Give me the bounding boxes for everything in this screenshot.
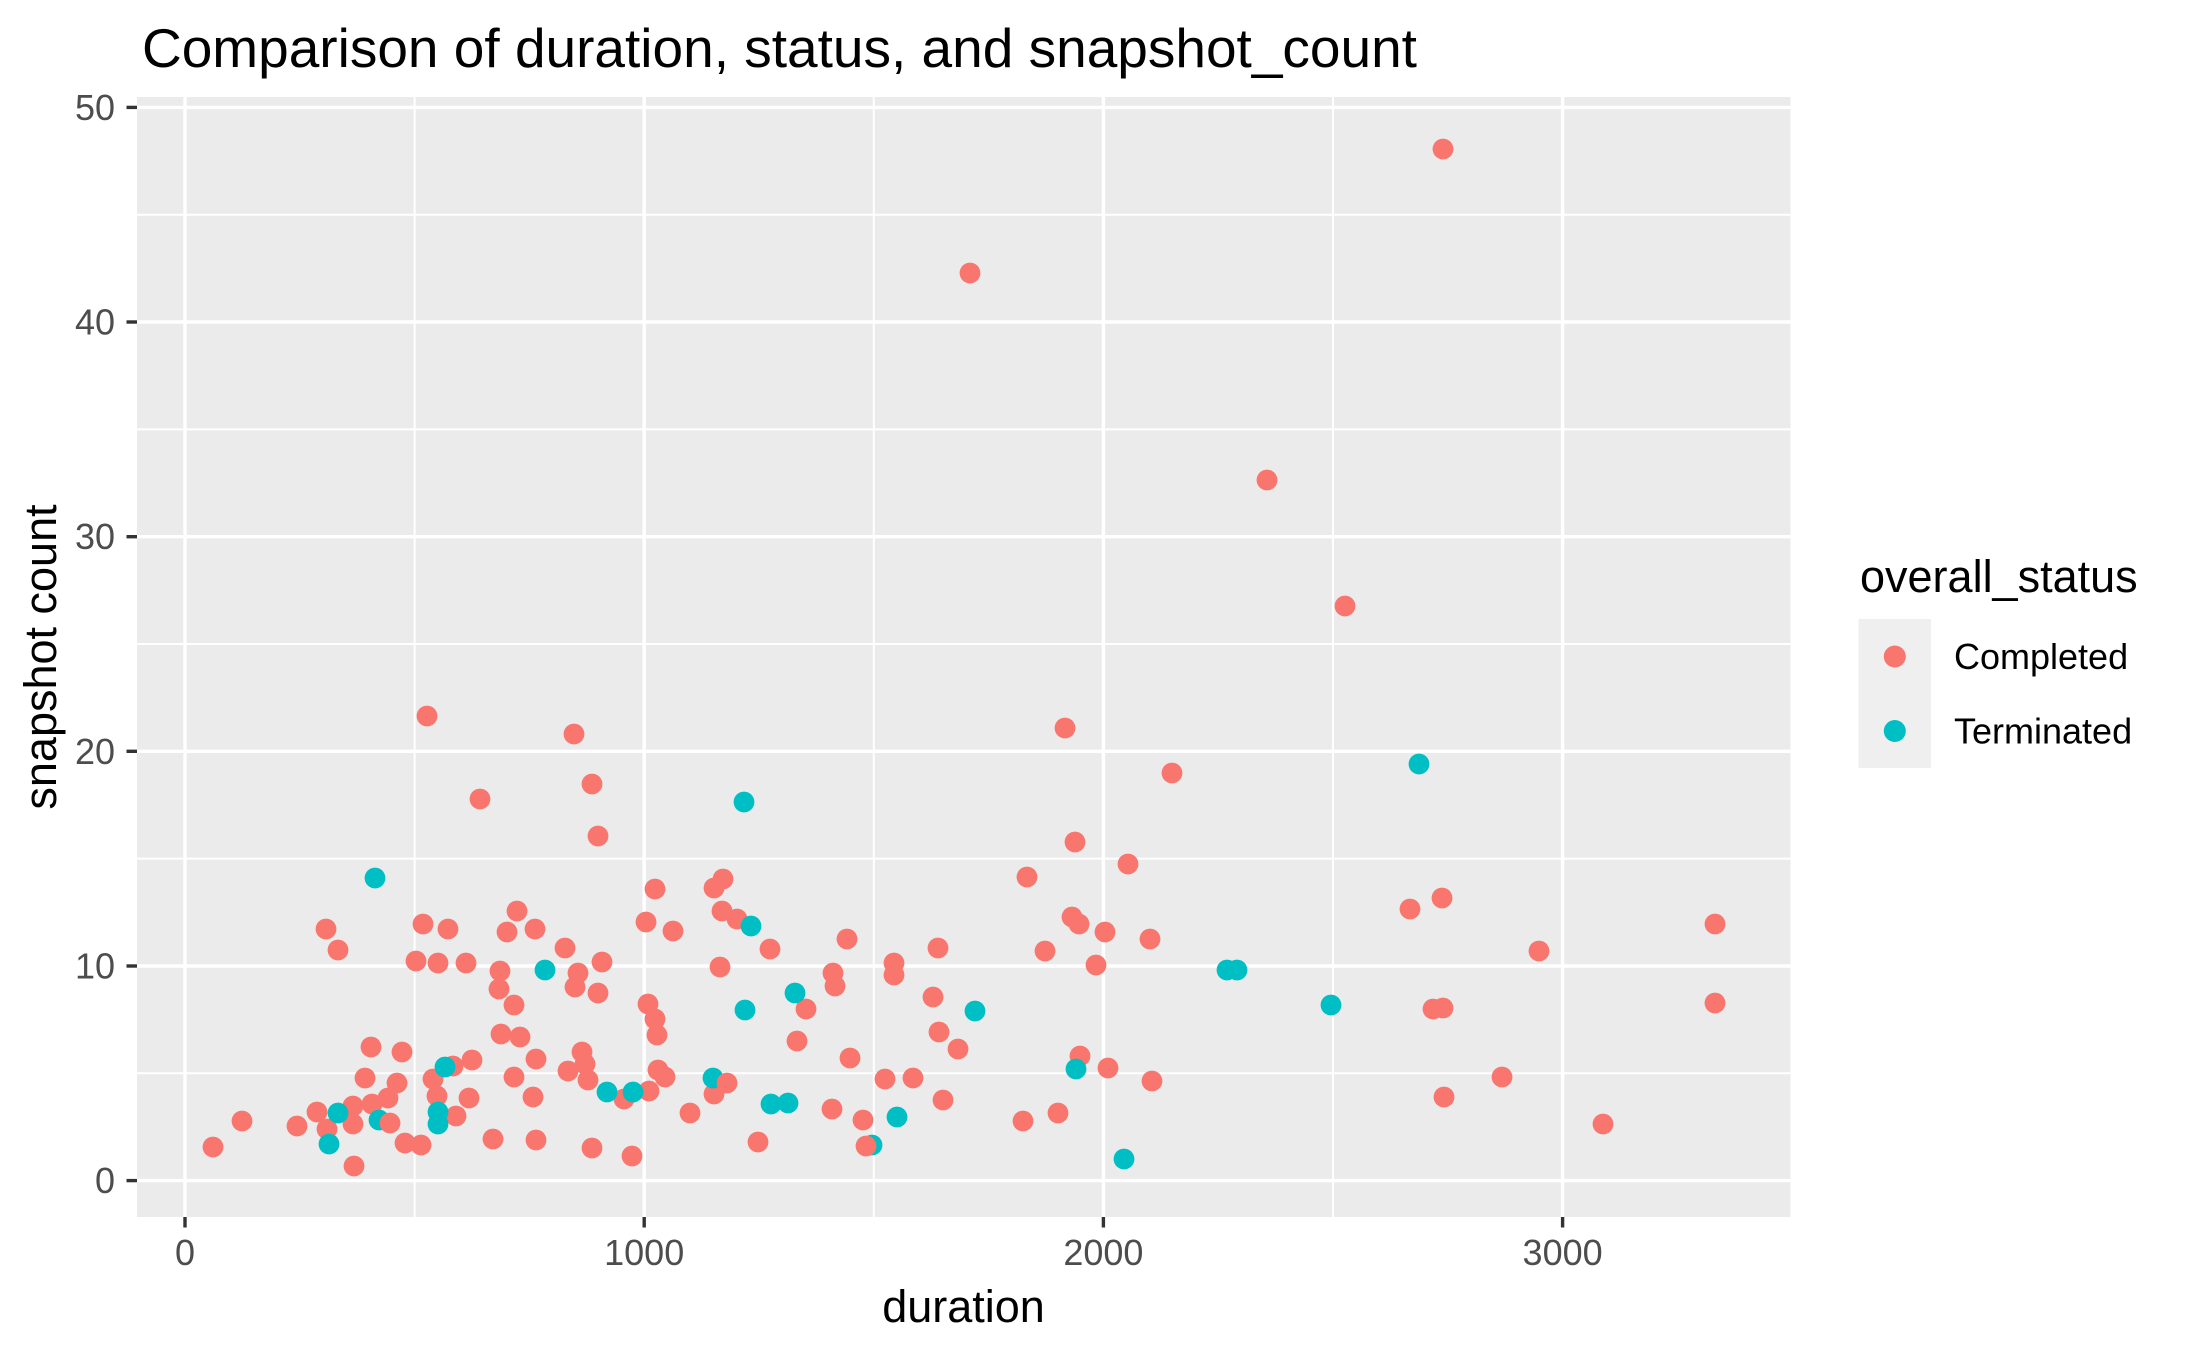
- svg-text:0: 0: [95, 1160, 115, 1201]
- svg-text:30: 30: [75, 516, 115, 557]
- svg-text:Terminated: Terminated: [1954, 711, 2132, 752]
- svg-text:50: 50: [75, 87, 115, 128]
- svg-text:duration: duration: [882, 1281, 1045, 1332]
- svg-text:0: 0: [175, 1232, 195, 1273]
- svg-text:40: 40: [75, 302, 115, 343]
- svg-text:snapshot count: snapshot count: [15, 504, 66, 810]
- svg-text:Comparison of duration, status: Comparison of duration, status, and snap…: [142, 17, 1417, 79]
- svg-text:20: 20: [75, 731, 115, 772]
- svg-text:2000: 2000: [1063, 1232, 1143, 1273]
- svg-text:Completed: Completed: [1954, 636, 2128, 677]
- svg-text:10: 10: [75, 946, 115, 987]
- svg-text:3000: 3000: [1523, 1232, 1603, 1273]
- svg-text:overall_status: overall_status: [1860, 551, 2138, 602]
- svg-text:1000: 1000: [604, 1232, 684, 1273]
